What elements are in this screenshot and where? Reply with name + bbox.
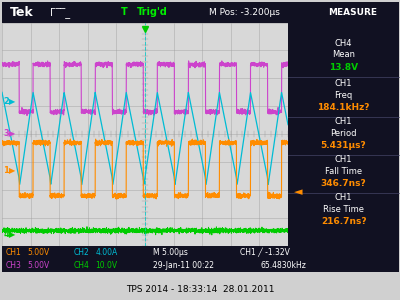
Text: 29-Jan-11 00:22: 29-Jan-11 00:22 xyxy=(153,261,214,270)
Text: CH1: CH1 xyxy=(335,155,352,164)
Text: 4.00A: 4.00A xyxy=(95,248,118,257)
Text: Γ‾‾_: Γ‾‾_ xyxy=(50,7,70,18)
Text: CH4: CH4 xyxy=(74,261,89,270)
Text: M 5.00μs: M 5.00μs xyxy=(153,248,188,257)
Text: Period: Period xyxy=(330,129,357,138)
Text: T: T xyxy=(121,7,131,17)
Text: 2▶: 2▶ xyxy=(4,96,16,105)
Text: Mean: Mean xyxy=(332,50,355,59)
Text: CH1: CH1 xyxy=(6,248,22,257)
Text: 1▶: 1▶ xyxy=(4,165,16,174)
Text: 216.7ns?: 216.7ns? xyxy=(321,217,366,226)
Text: CH3: CH3 xyxy=(6,261,22,270)
Text: ◄: ◄ xyxy=(294,188,302,197)
Text: Trig'd: Trig'd xyxy=(137,7,168,17)
Text: Freq: Freq xyxy=(334,91,353,100)
Text: 3▶: 3▶ xyxy=(4,128,16,137)
Text: 65.4830kHz: 65.4830kHz xyxy=(260,261,306,270)
Text: Fall Time: Fall Time xyxy=(325,167,362,176)
Text: CH1 ╱ -1.32V: CH1 ╱ -1.32V xyxy=(240,248,290,257)
Text: 346.7ns?: 346.7ns? xyxy=(321,179,366,188)
Text: Rise Time: Rise Time xyxy=(323,205,364,214)
Text: 13.8V: 13.8V xyxy=(329,63,358,72)
Text: 5.00V: 5.00V xyxy=(28,248,50,257)
Text: CH1: CH1 xyxy=(335,194,352,202)
Text: CH2: CH2 xyxy=(74,248,89,257)
Text: CH4: CH4 xyxy=(335,39,352,48)
Text: M Pos: -3.200μs: M Pos: -3.200μs xyxy=(208,8,280,17)
Text: 4▶: 4▶ xyxy=(4,229,16,238)
Text: TPS 2014 - 18:33:14  28.01.2011: TPS 2014 - 18:33:14 28.01.2011 xyxy=(126,285,274,294)
Text: 10.0V: 10.0V xyxy=(95,261,118,270)
Text: Tek: Tek xyxy=(10,6,34,19)
Text: 5.431μs?: 5.431μs? xyxy=(321,141,366,150)
Text: CH1: CH1 xyxy=(335,118,352,127)
Text: 184.1kHz?: 184.1kHz? xyxy=(317,103,370,112)
Text: CH1: CH1 xyxy=(335,80,352,88)
Text: 5.00V: 5.00V xyxy=(28,261,50,270)
Text: MEASURE: MEASURE xyxy=(328,8,377,17)
